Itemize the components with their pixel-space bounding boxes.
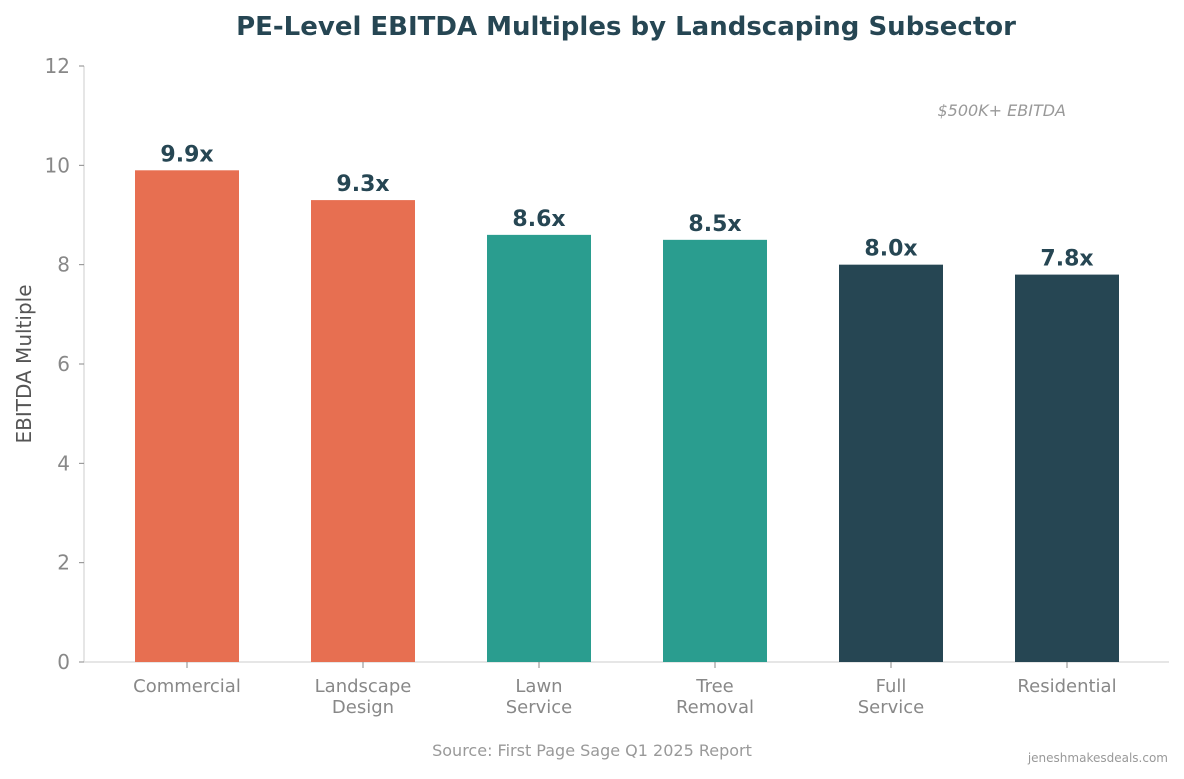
x-tick-label: Service bbox=[506, 697, 573, 718]
bar bbox=[663, 239, 767, 663]
data-label: 8.0x bbox=[864, 237, 917, 262]
y-tick-label: 6 bbox=[57, 352, 70, 376]
x-tick-label: Residential bbox=[1017, 676, 1116, 697]
x-tick-label: Service bbox=[858, 697, 925, 718]
data-label: 7.8x bbox=[1040, 247, 1093, 272]
x-tick-label: Full bbox=[876, 676, 907, 697]
y-axis-label: EBITDA Multiple bbox=[12, 284, 36, 443]
bar bbox=[135, 170, 239, 663]
y-tick-label: 8 bbox=[57, 253, 70, 277]
data-label: 8.6x bbox=[512, 207, 565, 232]
x-tick-label: Commercial bbox=[133, 676, 241, 697]
data-label: 9.9x bbox=[160, 142, 213, 167]
y-tick-label: 12 bbox=[45, 54, 70, 78]
x-tick-label: Lawn bbox=[515, 676, 562, 697]
data-label: 9.3x bbox=[336, 172, 389, 197]
x-tick-label: Removal bbox=[676, 697, 754, 718]
watermark: jeneshmakesdeals.com bbox=[1027, 751, 1168, 765]
chart-title: PE-Level EBITDA Multiples by Landscaping… bbox=[236, 12, 1016, 42]
x-tick-label: Landscape bbox=[315, 676, 412, 697]
x-tick-label: Design bbox=[332, 697, 394, 718]
y-tick-label: 2 bbox=[57, 551, 70, 575]
bar bbox=[487, 234, 591, 662]
source-note: Source: First Page Sage Q1 2025 Report bbox=[432, 741, 752, 760]
y-tick-label: 4 bbox=[57, 451, 70, 475]
bar bbox=[311, 200, 415, 662]
annotation: $500K+ EBITDA bbox=[937, 101, 1066, 120]
y-tick-label: 10 bbox=[45, 153, 70, 177]
x-tick-label: Tree bbox=[695, 676, 734, 697]
data-label: 8.5x bbox=[688, 212, 741, 237]
y-tick-label: 0 bbox=[57, 650, 70, 674]
bar bbox=[1015, 274, 1119, 662]
bar bbox=[839, 264, 943, 662]
